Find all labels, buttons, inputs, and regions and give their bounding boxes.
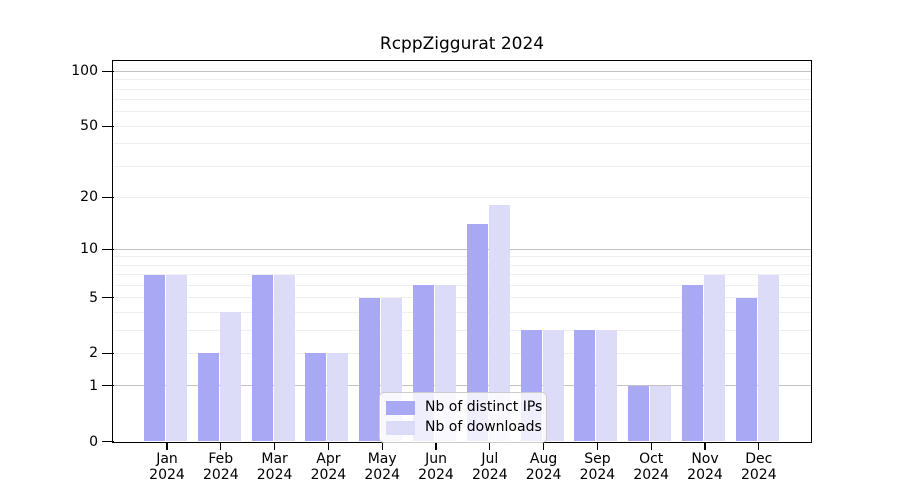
bar-distinct-ips-apr <box>305 353 327 442</box>
x-tick-label: Jul 2024 <box>471 451 508 483</box>
gridline-minor <box>113 143 811 145</box>
y-tick-label: 1 <box>89 377 98 394</box>
bar-downloads-nov <box>704 274 725 442</box>
x-tick-label: May 2024 <box>364 451 400 483</box>
x-tick-label: Jun 2024 <box>418 451 454 483</box>
bar-distinct-ips-oct <box>628 385 650 442</box>
gridline-major <box>113 248 811 250</box>
x-tick <box>327 442 329 450</box>
bar-downloads-oct <box>650 385 672 442</box>
y-tick <box>102 248 114 250</box>
gridline-minor <box>113 274 811 276</box>
x-tick <box>650 442 652 450</box>
gridline-major <box>113 70 811 72</box>
x-tick <box>704 442 706 450</box>
gridline-minor <box>113 196 811 198</box>
x-tick-label: Oct 2024 <box>633 451 669 483</box>
x-tick <box>166 442 168 450</box>
gridline-minor <box>113 256 811 258</box>
legend-item-downloads: Nb of downloads <box>386 419 542 436</box>
x-tick <box>758 442 760 450</box>
bar-distinct-ips-jul <box>466 224 488 442</box>
bar-distinct-ips-jan <box>144 274 165 442</box>
bar-distinct-ips-nov <box>682 285 703 442</box>
gridline-minor <box>113 125 811 127</box>
bar-downloads-mar <box>273 274 295 442</box>
x-tick-label: Dec 2024 <box>740 451 777 483</box>
y-tick <box>102 125 114 127</box>
bar-downloads-feb <box>219 312 241 442</box>
bar-distinct-ips-mar <box>251 274 273 442</box>
bar-distinct-ips-may <box>359 297 381 442</box>
legend-swatch-downloads <box>386 420 415 435</box>
x-tick-label: Apr 2024 <box>310 451 347 483</box>
x-tick-label: Jan 2024 <box>149 451 185 483</box>
y-tick-label: 2 <box>89 345 98 362</box>
bar-downloads-jan <box>166 274 187 442</box>
x-tick-label: Sep 2024 <box>579 451 616 483</box>
bar-distinct-ips-sep <box>574 330 596 442</box>
legend-label-distinct-ips: Nb of distinct IPs <box>425 399 543 415</box>
bar-downloads-aug <box>542 330 564 442</box>
gridline-minor <box>113 99 811 101</box>
y-tick-label: 10 <box>80 241 98 258</box>
gridline-minor <box>113 88 811 90</box>
bar-distinct-ips-feb <box>197 353 219 442</box>
bar-downloads-jul <box>488 205 510 442</box>
y-tick <box>102 440 114 443</box>
x-tick <box>596 442 598 450</box>
legend-item-distinct-ips: Nb of distinct IPs <box>386 399 542 416</box>
x-tick <box>274 442 276 450</box>
x-tick-label: Nov 2024 <box>687 451 723 483</box>
gridline-minor <box>113 329 811 331</box>
y-tick-label: 50 <box>80 118 98 135</box>
y-tick-label: 100 <box>71 63 98 80</box>
y-tick-label: 5 <box>89 289 98 306</box>
gridline-minor <box>113 165 811 167</box>
legend-label-downloads: Nb of downloads <box>425 419 542 435</box>
gridline-minor <box>113 111 811 113</box>
bar-downloads-sep <box>596 330 618 442</box>
y-tick <box>102 70 114 72</box>
bar-downloads-apr <box>327 353 349 442</box>
bar-distinct-ips-dec <box>735 297 757 442</box>
x-tick <box>489 442 491 450</box>
x-tick <box>543 442 545 450</box>
gridline-minor <box>113 352 811 354</box>
gridline-minor <box>113 297 811 299</box>
x-tick-label: Feb 2024 <box>202 451 239 483</box>
legend: Nb of distinct IPs Nb of downloads <box>379 392 547 443</box>
y-tick-label: 0 <box>89 433 98 450</box>
bar-downloads-dec <box>757 274 779 442</box>
y-tick <box>102 352 114 354</box>
x-tick <box>435 442 437 450</box>
x-tick <box>381 442 383 450</box>
y-tick <box>102 196 114 198</box>
x-tick-label: Aug 2024 <box>525 451 562 483</box>
gridline-major <box>113 385 811 387</box>
x-tick <box>220 442 222 450</box>
gridline-minor <box>113 284 811 286</box>
gridline-minor <box>113 264 811 266</box>
legend-swatch-distinct-ips <box>386 400 415 415</box>
y-tick <box>102 385 114 387</box>
gridline-minor <box>113 311 811 313</box>
x-tick-label: Mar 2024 <box>256 451 293 483</box>
chart-title: RcppZiggurat 2024 <box>379 34 545 54</box>
gridline-minor <box>113 79 811 81</box>
y-tick <box>102 297 114 299</box>
y-tick-label: 20 <box>80 189 98 206</box>
